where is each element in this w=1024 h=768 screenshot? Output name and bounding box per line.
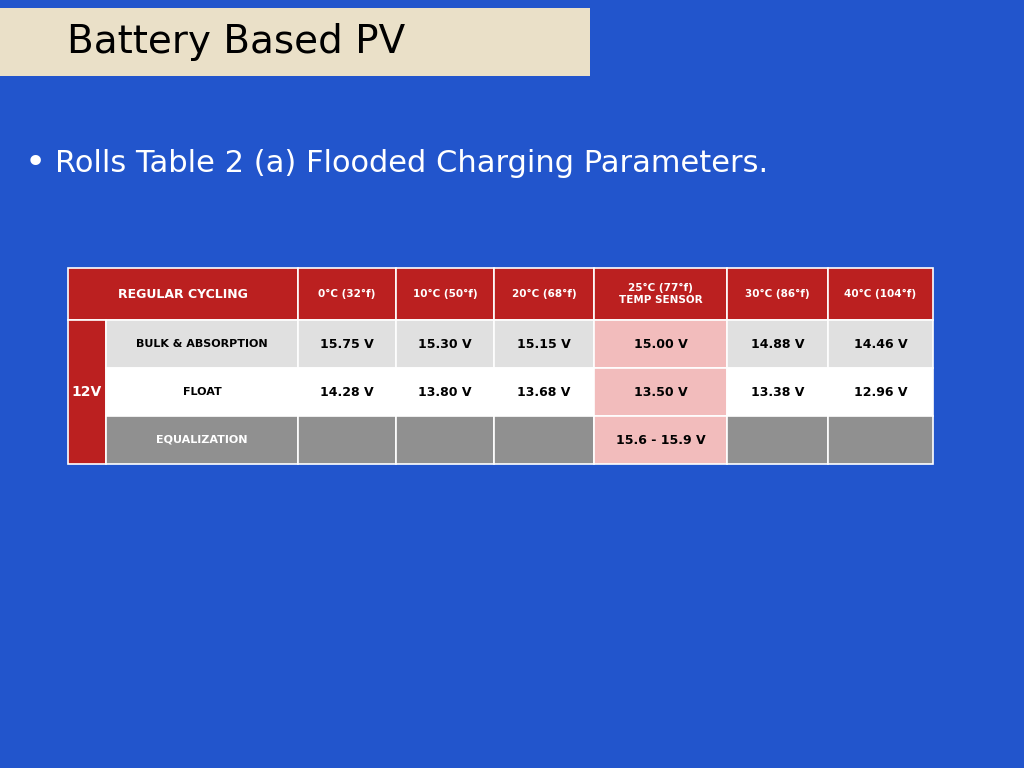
Text: BULK & ABSORPTION: BULK & ABSORPTION [136,339,268,349]
Text: 12V: 12V [72,385,102,399]
Bar [828,368,933,416]
Text: 14.28 V: 14.28 V [321,386,374,399]
Text: Battery Based PV: Battery Based PV [67,23,406,61]
Bar [65,265,936,467]
Text: EQUALIZATION: EQUALIZATION [157,435,248,445]
Bar [298,368,396,416]
Bar [594,320,727,368]
Text: 13.38 V: 13.38 V [751,386,804,399]
Bar [828,268,933,320]
Text: 30°C (86°f): 30°C (86°f) [745,289,810,299]
Text: 25°C (77°f)
TEMP SENSOR: 25°C (77°f) TEMP SENSOR [618,283,702,305]
Bar [298,320,396,368]
Bar [828,416,933,464]
Text: 13.50 V: 13.50 V [634,386,687,399]
Bar [727,368,828,416]
Bar [494,416,594,464]
Text: 15.00 V: 15.00 V [634,337,687,350]
Text: 15.6 - 15.9 V: 15.6 - 15.9 V [615,433,706,446]
Text: 40°C (104°f): 40°C (104°f) [845,289,916,299]
Text: REGULAR CYCLING: REGULAR CYCLING [118,287,248,300]
Bar [396,416,494,464]
Text: 15.15 V: 15.15 V [517,337,570,350]
Bar [594,368,727,416]
Bar [298,416,396,464]
Text: 10°C (50°f): 10°C (50°f) [413,289,477,299]
Text: 15.75 V: 15.75 V [321,337,374,350]
Bar [727,320,828,368]
Text: 14.46 V: 14.46 V [854,337,907,350]
Bar [727,268,828,320]
Bar [396,268,494,320]
Text: 13.80 V: 13.80 V [418,386,472,399]
Bar [594,268,727,320]
Bar [494,268,594,320]
Text: •: • [25,146,46,180]
Bar [68,320,106,464]
Bar [727,416,828,464]
Text: Rolls Table 2 (a) Flooded Charging Parameters.: Rolls Table 2 (a) Flooded Charging Param… [55,148,768,177]
Bar [494,320,594,368]
Text: 0°C (32°f): 0°C (32°f) [318,289,376,299]
Bar [396,320,494,368]
Text: FLOAT: FLOAT [182,387,221,397]
Bar [828,320,933,368]
Bar [0,8,590,76]
Bar [106,416,298,464]
Text: 20°C (68°f): 20°C (68°f) [512,289,577,299]
Bar [106,368,298,416]
Text: 15.30 V: 15.30 V [418,337,472,350]
Text: 14.88 V: 14.88 V [751,337,804,350]
Bar [106,320,298,368]
Text: 13.68 V: 13.68 V [517,386,570,399]
Bar [396,368,494,416]
Text: 12.96 V: 12.96 V [854,386,907,399]
Bar [68,268,298,320]
Bar [298,268,396,320]
Bar [494,368,594,416]
Bar [594,416,727,464]
